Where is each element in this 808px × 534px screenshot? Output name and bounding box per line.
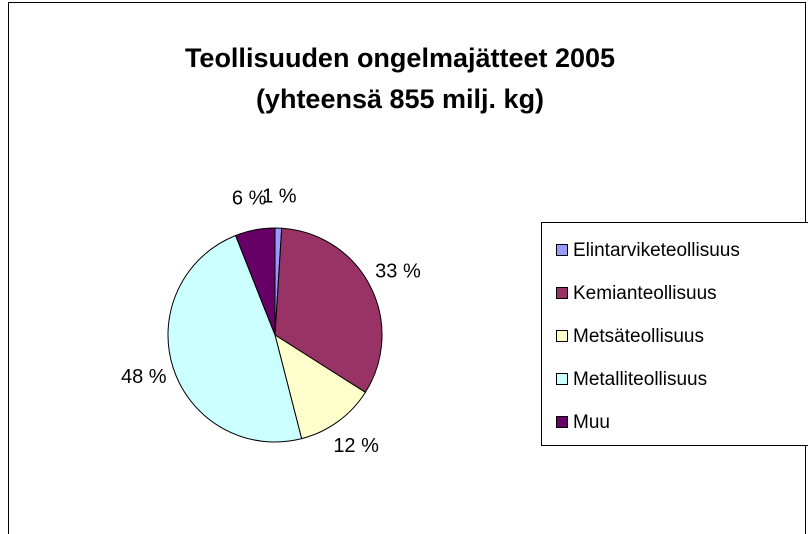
legend-label: Metalliteollisuus [573, 369, 707, 390]
data-label: 33 % [375, 261, 421, 283]
legend-swatch [556, 416, 568, 428]
pie-slice [274, 227, 383, 394]
chart-subtitle: (yhteensä 855 milj. kg) [256, 84, 544, 114]
data-label: 1 % [262, 185, 297, 207]
pie-slice [167, 234, 303, 443]
pie-slice [234, 227, 276, 336]
legend-swatch [556, 373, 568, 385]
pie-slice [274, 333, 367, 440]
legend-swatch [556, 330, 568, 342]
data-label: 48 % [121, 366, 167, 388]
data-label: 12 % [333, 435, 379, 457]
legend-label: Kemianteollisuus [573, 283, 717, 304]
data-label: 6 % [232, 188, 267, 210]
legend-swatch [556, 287, 568, 299]
chart-title: Teollisuuden ongelmajätteet 2005 [185, 43, 615, 73]
legend-label: Muu [573, 412, 610, 433]
legend-swatch [556, 244, 568, 256]
legend-box [541, 222, 808, 446]
legend-label: Metsäteollisuus [573, 326, 704, 347]
legend-label: Elintarviketeollisuus [573, 240, 740, 261]
